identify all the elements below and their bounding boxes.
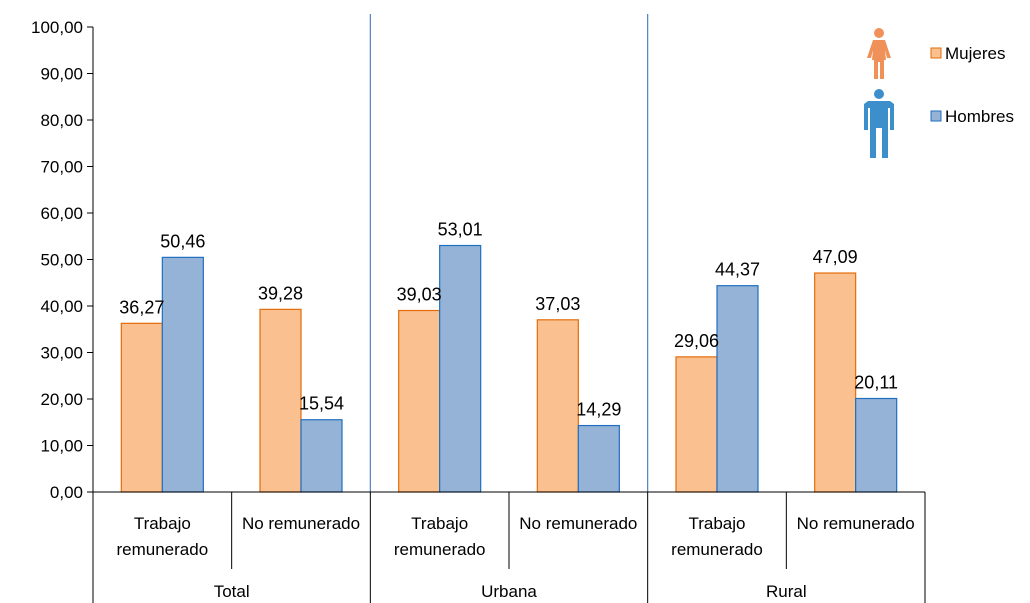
bars	[120, 244, 898, 493]
y-tick-label: 30,00	[40, 344, 83, 363]
category-label: Trabajo	[411, 514, 468, 533]
woman-icon	[867, 28, 891, 79]
category-label: remunerado	[116, 540, 208, 559]
bar-mujeres	[398, 309, 441, 493]
category-label: remunerado	[394, 540, 486, 559]
bar-mujeres	[536, 319, 579, 493]
bar-hombres	[439, 244, 482, 493]
bar-hombres	[855, 397, 898, 493]
y-tick-label: 10,00	[40, 437, 83, 456]
legend-label-mujeres: Mujeres	[945, 44, 1005, 63]
y-tick-label: 0,00	[50, 483, 83, 502]
category-label: No remunerado	[519, 514, 637, 533]
bar-mujeres	[814, 272, 857, 493]
category-label: Trabajo	[134, 514, 191, 533]
bar-hombres	[300, 419, 343, 493]
group-label: Rural	[766, 582, 807, 601]
legend-swatch-hombres	[930, 110, 942, 122]
data-label-mujeres: 29,06	[674, 331, 719, 351]
y-tick-label: 90,00	[40, 65, 83, 84]
data-label-mujeres: 36,27	[119, 297, 164, 317]
category-label: Trabajo	[688, 514, 745, 533]
data-label-hombres: 14,29	[576, 400, 621, 420]
data-label-mujeres: 47,09	[813, 247, 858, 267]
data-label-hombres: 15,54	[299, 394, 344, 414]
y-tick-label: 60,00	[40, 204, 83, 223]
x-axis: Trabajo remunerado No remunerado Total Traba…	[92, 491, 926, 603]
group-separators	[369, 14, 649, 492]
legend: Mujeres Hombres	[864, 28, 1014, 158]
y-tick-label: 20,00	[40, 390, 83, 409]
group-label: Total	[214, 582, 250, 601]
category-label: No remunerado	[797, 514, 915, 533]
bar-mujeres	[120, 322, 163, 493]
category-label: remunerado	[671, 540, 763, 559]
bar-hombres	[716, 285, 759, 493]
y-tick-label: 70,00	[40, 158, 83, 177]
data-label-hombres: 53,01	[438, 220, 483, 240]
y-tick-label: 40,00	[40, 297, 83, 316]
data-label-hombres: 20,11	[854, 372, 898, 392]
data-labels: 36,27 50,46 39,28 15,54 39,03 53,01 37,03 14,29…	[119, 220, 898, 420]
y-tick-label: 80,00	[40, 111, 83, 130]
category-label: No remunerado	[242, 514, 360, 533]
data-label-mujeres: 37,03	[535, 294, 580, 314]
bar-mujeres	[675, 356, 718, 493]
data-label-hombres: 50,46	[160, 231, 205, 251]
legend-swatch-mujeres	[930, 47, 942, 59]
legend-label-hombres: Hombres	[945, 107, 1014, 126]
group-label: Urbana	[481, 582, 537, 601]
man-icon	[864, 89, 894, 158]
bar-hombres	[577, 424, 620, 493]
data-label-mujeres: 39,28	[258, 283, 303, 303]
y-tick-label: 50,00	[40, 251, 83, 270]
bar-hombres	[161, 256, 204, 493]
data-label-mujeres: 39,03	[397, 285, 442, 305]
data-label-hombres: 44,37	[715, 260, 760, 280]
bar-mujeres	[259, 308, 302, 493]
y-tick-label: 100,00	[31, 18, 83, 37]
y-axis: 0,00 10,00 20,00 30,00 40,00 50,00 60,00 70,00 8…	[31, 18, 94, 502]
